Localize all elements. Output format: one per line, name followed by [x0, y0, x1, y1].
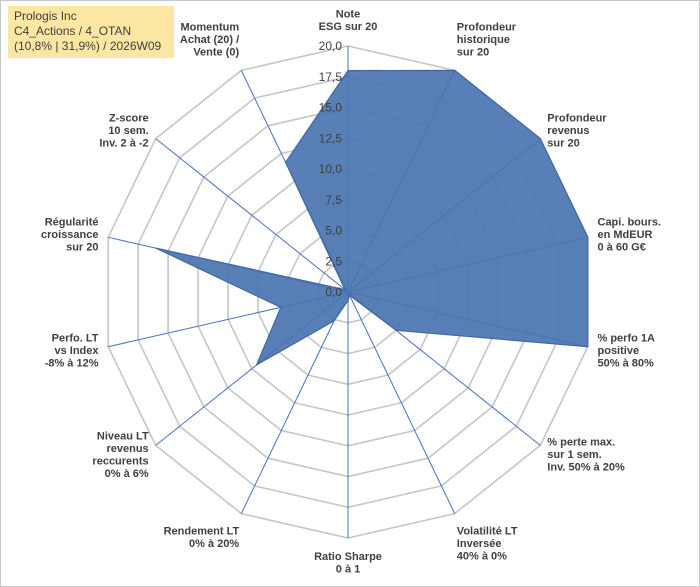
- axis-label-line: reccurents: [92, 455, 148, 467]
- axis-label-line: Momentum: [181, 22, 240, 34]
- axis-label-line: Inversée: [457, 538, 502, 550]
- axis-label-line: ESG sur 20: [319, 21, 378, 33]
- radar-series: [155, 69, 589, 367]
- axis-label-line: Note: [336, 9, 360, 21]
- axis-label: Rendement LT 0% à 20%: [164, 525, 240, 550]
- axis-label: % perfo 1A positive 50% à 80%: [598, 332, 656, 369]
- axis-label-line: 10 sem.: [108, 125, 148, 137]
- axis-label-line: Inv. 2 à -2: [99, 137, 148, 149]
- axis-spoke: [155, 138, 349, 293]
- axis-label-line: en MdEUR: [598, 229, 653, 241]
- axis-label-line: Vente (0): [193, 47, 239, 59]
- axis-label-line: sur 1 sem.: [547, 449, 601, 461]
- axis-label-line: Z-score: [109, 112, 149, 124]
- axis-label-line: 0 à 1: [336, 564, 360, 576]
- axis-label-line: 0% à 6%: [105, 468, 149, 480]
- axis-label: Perfo. LT vs Index -8% à 12%: [45, 332, 100, 369]
- axis-label-line: Achat (20) /: [180, 34, 239, 46]
- radar-tick-labels: 0,0 2,5 5,0 7,5 10,0 12,5 15,0 17,5 20,0: [319, 39, 343, 299]
- axis-label: Volatilité LT Inversée 40% à 0%: [457, 525, 518, 562]
- axis-label-line: Régularité: [45, 217, 99, 229]
- axis-label: Profondeur historique sur 20: [457, 22, 517, 59]
- axis-label-line: 40% à 0%: [457, 550, 507, 562]
- axis-label-line: sur 20: [547, 137, 579, 149]
- axis-label-line: revenus: [547, 125, 589, 137]
- axis-label-line: % perte max.: [547, 437, 615, 449]
- axis-label-line: Volatilité LT: [457, 525, 518, 537]
- axis-label-line: 0% à 20%: [189, 538, 239, 550]
- tick-label: 5,0: [325, 224, 342, 238]
- title-category: C4_Actions / 4_OTAN: [14, 24, 132, 38]
- tick-label: 12,5: [319, 131, 343, 145]
- axis-label-line: Capi. bours.: [598, 217, 662, 229]
- axis-label-line: positive: [598, 345, 640, 357]
- axis-label-line: Profondeur: [457, 22, 517, 34]
- axis-label: Note ESG sur 20: [319, 9, 378, 34]
- axis-label: Régularité croissance sur 20: [41, 217, 98, 254]
- axis-label: Ratio Sharpe 0 à 1: [314, 551, 382, 576]
- axis-label-line: revenus: [106, 443, 148, 455]
- tick-label: 17,5: [319, 70, 343, 84]
- axis-label-line: vs Index: [54, 345, 99, 357]
- tick-label: 10,0: [319, 162, 343, 176]
- axis-label-line: Ratio Sharpe: [314, 551, 382, 563]
- radar-axis-labels: Note ESG sur 20 Profondeur historique sur 20…: [41, 9, 661, 576]
- axis-spoke: [347, 291, 456, 514]
- axis-label-line: Rendement LT: [164, 525, 240, 537]
- axis-label-line: Inv. 50% à 20%: [547, 462, 625, 474]
- tick-label: 0,0: [325, 285, 342, 299]
- axis-label: Capi. bours. en MdEUR 0 à 60 G€: [598, 217, 662, 254]
- axis-label-line: % perfo 1A: [598, 332, 656, 344]
- axis-label: Niveau LT revenus reccurents 0% à 6%: [92, 430, 149, 480]
- title-stats: (10,8% | 31,9%) / 2026W09: [14, 39, 162, 53]
- axis-label-line: croissance: [41, 229, 98, 241]
- tick-label: 20,0: [319, 39, 343, 53]
- axis-spoke: [240, 291, 349, 514]
- axis-label: % perte max. sur 1 sem. Inv. 50% à 20%: [547, 437, 625, 474]
- series-area: [155, 69, 589, 367]
- axis-label-line: Niveau LT: [97, 430, 149, 442]
- axis-label-line: Perfo. LT: [52, 332, 99, 344]
- axis-label-line: 50% à 80%: [598, 357, 654, 369]
- axis-label: Z-score 10 sem. Inv. 2 à -2: [99, 112, 148, 149]
- tick-label: 7,5: [325, 193, 342, 207]
- title-box: Prologis Inc C4_Actions / 4_OTAN (10,8% …: [8, 6, 174, 58]
- tick-label: 2,5: [325, 254, 342, 268]
- axis-label-line: sur 20: [457, 47, 489, 59]
- axis-label-line: historique: [457, 34, 510, 46]
- axis-label: Profondeur revenus sur 20: [547, 112, 607, 149]
- axis-label: Momentum Achat (20) / Vente (0): [180, 22, 240, 59]
- title-company: Prologis Inc: [14, 9, 77, 23]
- axis-label-line: 0 à 60 G€: [598, 242, 646, 254]
- axis-label-line: -8% à 12%: [45, 357, 99, 369]
- tick-label: 15,0: [319, 101, 343, 115]
- axis-label-line: sur 20: [66, 242, 98, 254]
- axis-label-line: Profondeur: [547, 112, 607, 124]
